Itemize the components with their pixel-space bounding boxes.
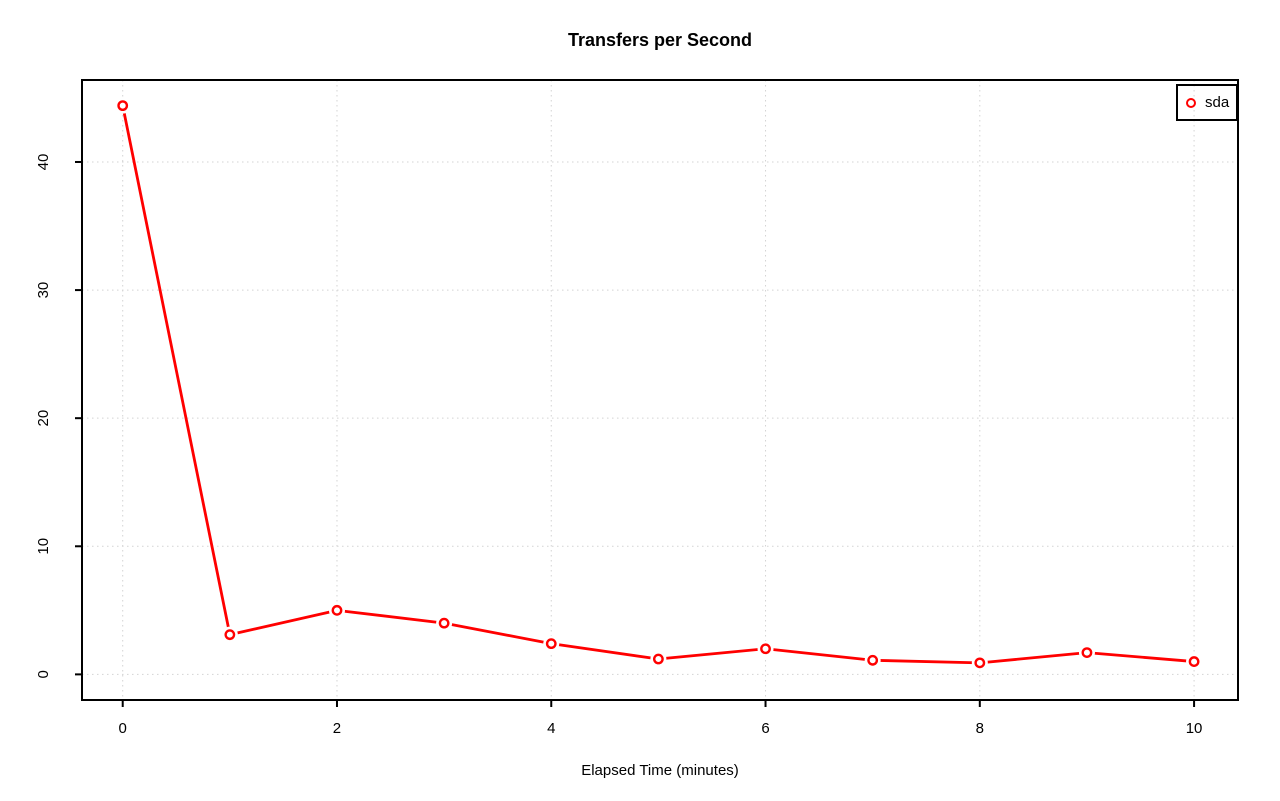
data-point bbox=[224, 629, 236, 641]
data-point bbox=[652, 653, 664, 665]
x-tick-label: 6 bbox=[761, 720, 769, 737]
data-point bbox=[545, 638, 557, 650]
x-tick-label: 4 bbox=[547, 720, 555, 737]
chart-title: Transfers per Second bbox=[567, 30, 753, 50]
legend-open-circle-icon bbox=[1186, 97, 1196, 108]
x-axis-label: Elapsed Time (minutes) bbox=[581, 762, 739, 779]
data-point bbox=[438, 617, 450, 629]
data-point bbox=[1081, 647, 1093, 659]
series-line bbox=[121, 105, 1195, 665]
data-point bbox=[867, 654, 879, 666]
y-tick-label: 40 bbox=[35, 154, 52, 171]
legend-series-label: sda bbox=[1205, 94, 1230, 111]
data-point bbox=[1188, 656, 1200, 667]
data-point bbox=[760, 643, 771, 655]
data-point bbox=[974, 657, 986, 669]
y-tick-label: 30 bbox=[35, 282, 52, 299]
y-tick-label: 20 bbox=[35, 410, 52, 427]
x-tick-label: 0 bbox=[119, 720, 127, 737]
data-point bbox=[117, 100, 129, 112]
x-tick-label: 2 bbox=[333, 720, 341, 737]
x-tick-label: 10 bbox=[1186, 720, 1203, 737]
legend: sda bbox=[1176, 84, 1238, 121]
data-point bbox=[331, 604, 343, 616]
x-tick-label: 8 bbox=[976, 720, 984, 737]
y-tick-label: 0 bbox=[35, 670, 52, 678]
plot-border bbox=[81, 79, 1239, 701]
y-tick-label: 10 bbox=[35, 538, 52, 555]
